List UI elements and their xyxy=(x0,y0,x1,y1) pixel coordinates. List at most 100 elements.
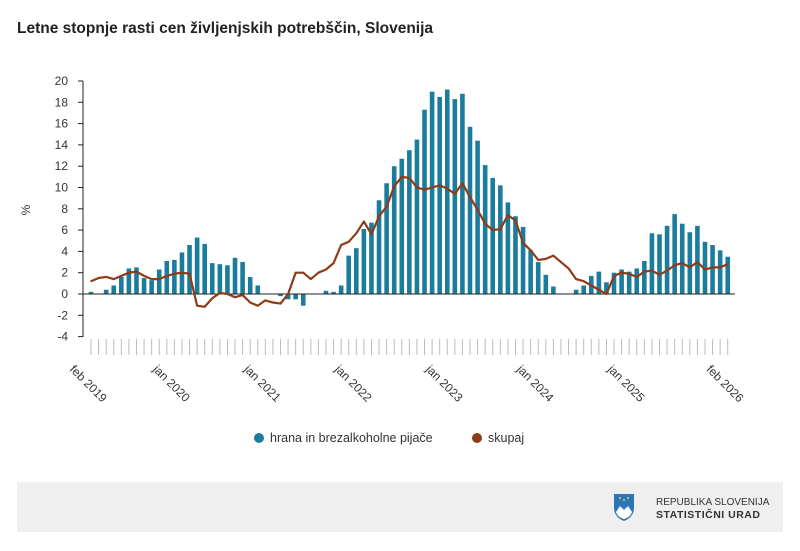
line-point xyxy=(711,266,714,269)
line-point xyxy=(279,302,282,305)
line-point xyxy=(97,277,100,279)
line-point xyxy=(408,177,411,179)
bar xyxy=(513,216,518,294)
bar xyxy=(619,269,624,294)
line-point xyxy=(651,269,653,272)
bar xyxy=(710,245,715,294)
line-point xyxy=(575,278,577,280)
y-tick-label: 18 xyxy=(55,95,69,109)
line-point xyxy=(438,184,441,187)
bar xyxy=(369,222,374,294)
bar xyxy=(338,285,344,294)
bar xyxy=(535,262,541,294)
line-point xyxy=(582,280,585,283)
bar xyxy=(528,250,533,294)
y-tick-label: -2 xyxy=(57,308,68,322)
bar xyxy=(225,265,230,294)
bar xyxy=(300,294,306,306)
legend-marker-total xyxy=(472,433,482,443)
line-point xyxy=(378,215,380,218)
bar xyxy=(475,140,480,294)
bar xyxy=(255,285,261,294)
x-tick-label: feb 2026 xyxy=(704,362,747,405)
line-point xyxy=(400,176,403,178)
legend-marker-food xyxy=(254,433,264,443)
line-point xyxy=(173,272,176,275)
line-point xyxy=(423,188,426,191)
bar xyxy=(460,93,465,294)
y-tick-label: 12 xyxy=(55,159,69,173)
bar xyxy=(399,158,405,294)
bar xyxy=(664,225,670,294)
y-tick-label: -4 xyxy=(57,330,68,344)
line-point xyxy=(135,270,138,273)
coat-of-arms-icon xyxy=(614,494,634,521)
line-point xyxy=(363,220,365,223)
bar xyxy=(278,294,283,297)
line-point xyxy=(150,278,153,280)
line-point xyxy=(454,193,456,195)
line-point xyxy=(605,293,608,295)
bar xyxy=(725,256,731,294)
bar xyxy=(217,264,223,294)
bar xyxy=(452,99,458,294)
line-point xyxy=(340,244,342,246)
chart-title: Letne stopnje rasti cen življenjskih pot… xyxy=(17,20,434,37)
line-point xyxy=(658,274,661,276)
bar xyxy=(202,243,207,294)
line-point xyxy=(507,214,509,216)
bar xyxy=(498,185,503,294)
line-point xyxy=(560,261,562,263)
line-point xyxy=(310,278,312,280)
x-tick-label: jan 2023 xyxy=(422,362,465,405)
bar xyxy=(422,109,427,294)
bar xyxy=(141,278,147,294)
bar xyxy=(156,269,162,294)
line-point xyxy=(249,301,251,304)
bar xyxy=(194,237,200,294)
bar xyxy=(88,291,94,294)
line-point xyxy=(681,262,684,264)
bar xyxy=(687,232,693,294)
bar xyxy=(642,260,647,294)
bar xyxy=(126,268,132,294)
line-point xyxy=(196,304,198,307)
line-point xyxy=(120,275,123,277)
line-point xyxy=(264,299,267,302)
bar xyxy=(376,200,382,294)
line-point xyxy=(128,271,130,274)
line-point xyxy=(272,301,274,304)
bar xyxy=(634,268,640,294)
line-point xyxy=(620,271,623,274)
bar xyxy=(172,259,177,294)
bar xyxy=(702,241,708,294)
line-point xyxy=(211,297,214,300)
bar xyxy=(543,274,549,294)
line-point xyxy=(287,293,289,295)
bar xyxy=(354,248,359,294)
line-point xyxy=(590,284,593,287)
x-tick-label: feb 2019 xyxy=(67,362,110,405)
line-point xyxy=(393,185,396,188)
legend-label-total[interactable]: skupaj xyxy=(488,431,524,445)
y-axis-label: % xyxy=(19,204,33,215)
bar xyxy=(323,290,329,294)
bar xyxy=(717,250,723,294)
line-point xyxy=(332,262,335,264)
line-point xyxy=(112,278,115,280)
bar xyxy=(331,291,336,294)
line-point xyxy=(628,272,630,275)
bar xyxy=(103,289,109,294)
x-tick-label: jan 2025 xyxy=(604,362,647,405)
y-tick-label: 4 xyxy=(61,244,68,258)
line-point xyxy=(469,196,471,198)
bar xyxy=(232,257,238,294)
org-line1: REPUBLIKA SLOVENIJA xyxy=(656,497,770,508)
bar xyxy=(444,89,450,295)
line-point xyxy=(635,276,638,278)
x-tick-label: jan 2021 xyxy=(241,362,284,405)
bar xyxy=(611,272,617,294)
bar xyxy=(505,202,511,294)
legend-label-food[interactable]: hrana in brezalkoholne pijače xyxy=(270,431,433,445)
bar xyxy=(429,91,435,295)
